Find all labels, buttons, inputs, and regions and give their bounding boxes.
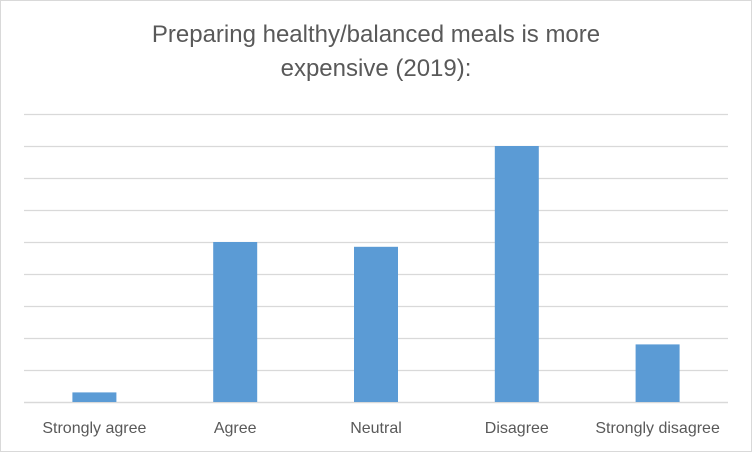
category-labels: Strongly agree Agree Neutral Disagree Strong…	[42, 420, 720, 437]
category-label: Neutral	[350, 420, 402, 437]
bar-neutral	[354, 246, 398, 402]
category-label: Disagree	[485, 420, 549, 437]
category-label: Strongly agree	[42, 420, 146, 437]
chart-title-line-1: Preparing healthy/balanced meals is more	[151, 21, 601, 48]
bar-disagree	[494, 146, 539, 402]
bars	[72, 146, 680, 402]
bar-agree	[213, 242, 258, 402]
category-label: Strongly disagree	[595, 420, 720, 437]
chart-title: Preparing healthy/balanced meals is more…	[0, 18, 752, 86]
bar-strongly-disagree	[635, 344, 680, 402]
chart-title-line-2: expensive (2019):	[280, 55, 472, 82]
bar-strongly-agree	[72, 392, 117, 402]
category-label: Agree	[214, 420, 257, 437]
